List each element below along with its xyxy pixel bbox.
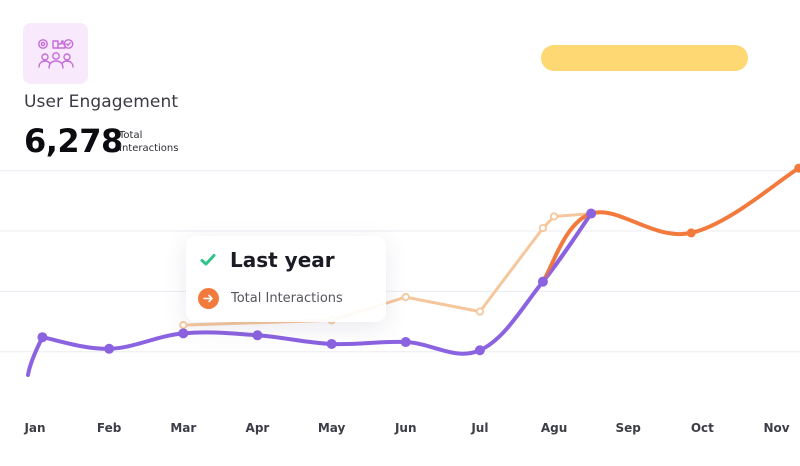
tooltip-series-label: Total Interactions — [231, 291, 343, 306]
data-point-this-year[interactable] — [37, 332, 48, 343]
user-engagement-icon-box — [23, 23, 88, 84]
data-point-last-year[interactable] — [538, 223, 548, 233]
series-line-highlight — [540, 166, 800, 284]
data-point-last-year[interactable] — [179, 321, 188, 330]
x-tick-label: Oct — [690, 421, 714, 435]
data-point-this-year[interactable] — [252, 330, 263, 341]
total-caption: Total Interactions — [119, 130, 179, 154]
x-tick-label: Jun — [394, 421, 417, 435]
series-line-lead — [26, 335, 45, 377]
widget-title: User Engagement — [24, 92, 179, 112]
data-point-last-year[interactable] — [401, 293, 410, 302]
x-tick-label: Apr — [245, 421, 270, 435]
data-point-this-year[interactable] — [794, 163, 800, 173]
x-tick-label: Agu — [540, 421, 568, 435]
data-point-this-year[interactable] — [537, 276, 548, 287]
period-selector-pill[interactable] — [541, 45, 748, 71]
chart-series — [26, 166, 800, 377]
data-point-this-year[interactable] — [326, 338, 337, 349]
data-point-this-year[interactable] — [474, 345, 485, 356]
x-tick-label: Sep — [615, 421, 641, 435]
data-point-this-year[interactable] — [400, 337, 411, 348]
x-tick-label: May — [317, 421, 346, 435]
x-tick-label: Jul — [471, 421, 489, 435]
total-value: 6,278 — [24, 122, 123, 160]
x-tick-label: Jan — [24, 421, 46, 435]
check-icon — [200, 254, 216, 266]
chart-points — [37, 163, 800, 356]
data-point-this-year[interactable] — [178, 328, 189, 339]
data-point-this-year[interactable] — [104, 343, 115, 354]
chart-grid — [0, 170, 800, 353]
data-point-last-year[interactable] — [549, 212, 559, 221]
x-tick-label: Mar — [170, 421, 197, 435]
tooltip-title: Last year — [230, 248, 335, 272]
chart-tooltip: Last year Total Interactions — [186, 236, 386, 322]
data-point-this-year[interactable] — [686, 228, 696, 238]
series-line-overlap — [541, 212, 593, 283]
data-point-this-year[interactable] — [586, 208, 597, 219]
x-tick-label: Nov — [763, 421, 790, 435]
x-tick-label: Feb — [96, 421, 122, 435]
user-engagement-icon — [37, 38, 74, 69]
arrow-right-icon — [198, 288, 219, 309]
data-point-last-year[interactable] — [475, 307, 484, 316]
